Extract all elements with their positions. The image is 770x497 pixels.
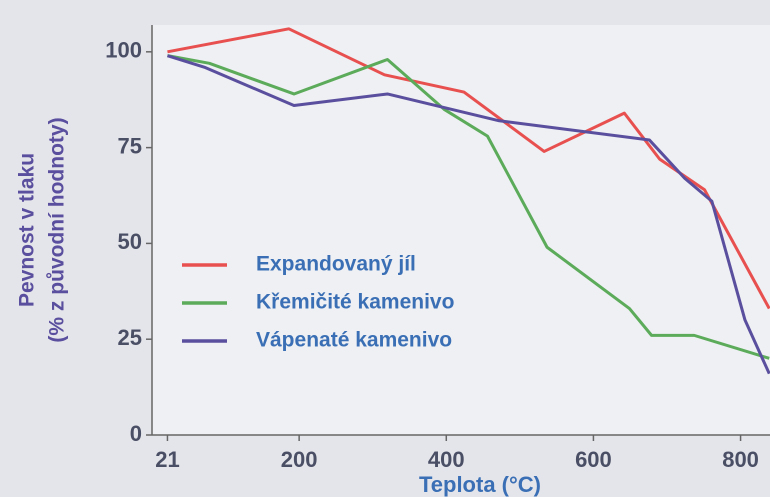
- y-axis-label: Pevnost v tlaku: [16, 153, 39, 307]
- x-tick-label: 400: [428, 447, 465, 472]
- y-tick-label: 50: [118, 229, 142, 254]
- x-axis-label: Teplota (°C): [419, 472, 541, 497]
- x-tick-label: 600: [575, 447, 612, 472]
- y-tick-label: 0: [130, 421, 142, 446]
- y-tick-label: 100: [105, 38, 142, 63]
- y-tick-label: 75: [118, 133, 142, 158]
- series-line: [167, 54, 770, 360]
- x-tick-label: 200: [281, 447, 318, 472]
- x-tick-label: 800: [722, 447, 759, 472]
- series-line: [167, 54, 770, 375]
- plot-area: [152, 25, 770, 435]
- x-tick-label: 21: [155, 447, 179, 472]
- series-line: [167, 27, 770, 310]
- legend-label: Křemičité kamenivo: [256, 291, 454, 314]
- y-tick-label: 25: [118, 325, 142, 350]
- y-axis-label: (% z původní hodnoty): [46, 117, 69, 342]
- legend-label: Expandovaný jíl: [256, 253, 416, 276]
- legend-label: Vápenaté kamenivo: [256, 329, 452, 352]
